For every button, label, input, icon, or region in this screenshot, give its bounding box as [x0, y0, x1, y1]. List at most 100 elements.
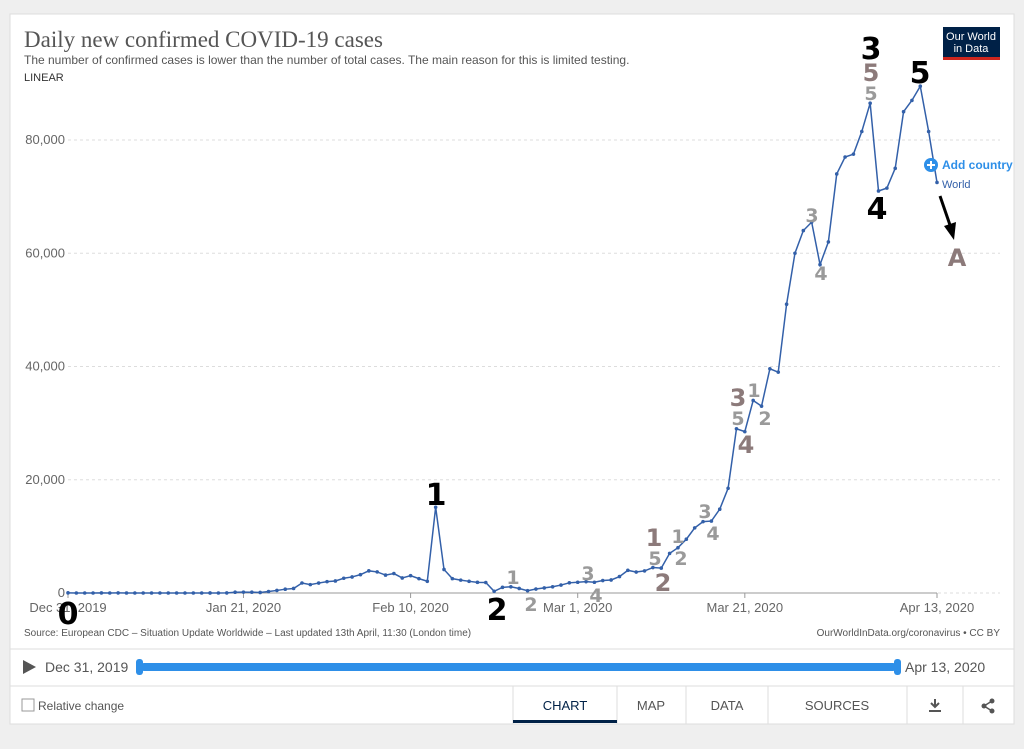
card [9, 13, 1015, 725]
annotation: 2 [758, 408, 771, 430]
data-point [275, 588, 279, 593]
data-point [901, 109, 906, 114]
data-point [433, 505, 438, 510]
annotation: 5 [910, 56, 931, 91]
y-tick-label: 60,000 [25, 245, 65, 260]
annotation: A [948, 244, 967, 272]
data-point [517, 586, 522, 591]
data-point [375, 570, 379, 574]
data-point [316, 581, 321, 585]
annotation: 5 [648, 548, 661, 570]
data-point [66, 591, 70, 595]
data-point [467, 579, 471, 584]
data-point [784, 302, 789, 307]
y-tick-label: 40,000 [25, 359, 65, 374]
plot-area: 0 20,000 40,000 60,000 80,000 Dec 31, 2019 Jan… [25, 84, 1000, 615]
data-point [400, 576, 405, 580]
add-country[interactable]: Add country [942, 158, 1013, 172]
tab[interactable]: SOURCES [805, 698, 870, 713]
share-icon[interactable] [981, 698, 995, 714]
data-point [224, 591, 229, 595]
data-point [166, 591, 171, 595]
data-point [158, 591, 162, 595]
annotation: 3 [730, 384, 747, 412]
annotation: 1 [671, 526, 684, 548]
data-point [91, 591, 95, 595]
arrow-head [944, 222, 956, 240]
annotation: 2 [655, 569, 672, 597]
annotation: 4 [867, 192, 888, 227]
subtitle: The number of confirmed cases is lower t… [24, 53, 629, 67]
checkbox[interactable] [21, 698, 35, 712]
annotation: 2 [487, 593, 508, 628]
data-point [325, 579, 329, 584]
data-point [525, 588, 530, 593]
data-point [350, 575, 354, 579]
data-point [717, 507, 722, 511]
timeline-bar[interactable] [140, 663, 897, 671]
tab[interactable]: CHART [543, 698, 588, 713]
data-point [408, 573, 413, 578]
data-point [174, 591, 179, 595]
scale-toggle[interactable]: LINEAR [24, 72, 64, 84]
x-tick-label: Jan 21, 2020 [206, 600, 281, 615]
data-point [734, 426, 739, 431]
data-point [834, 172, 839, 176]
data-point [392, 571, 396, 576]
data-point [283, 587, 288, 591]
annotation: 5 [863, 59, 880, 87]
data-point [918, 84, 923, 89]
data-point [826, 240, 831, 244]
data-point [475, 580, 480, 585]
annotation: 2 [674, 548, 687, 570]
data-point [559, 583, 563, 587]
data-point [651, 565, 655, 570]
annotation: 4 [589, 585, 602, 607]
data-point [183, 591, 187, 595]
data-point [492, 589, 496, 594]
data-point [442, 567, 446, 572]
data-point [893, 166, 898, 171]
data-point [199, 591, 204, 595]
annotation: 5 [864, 83, 877, 105]
data-point [609, 578, 613, 582]
x-tick-label: Dec 31, 2019 [29, 600, 106, 615]
data-point [776, 370, 781, 374]
data-point [868, 101, 872, 105]
data-point [726, 486, 730, 491]
annotation: 1 [747, 380, 760, 402]
x-tick-label: Apr 13, 2020 [900, 600, 974, 615]
data-point [709, 519, 714, 523]
data-point [550, 584, 555, 589]
data-point [149, 591, 154, 595]
data-point [584, 579, 588, 584]
data-point [291, 586, 296, 591]
data-point [250, 590, 254, 595]
data-point [876, 189, 881, 193]
annotations: 0 1 2 1 2 3 4 1 5 2 1 2 3 4 3 5 4 1 2 3 … [58, 32, 967, 632]
tab[interactable]: DATA [711, 698, 744, 713]
data-point [600, 578, 605, 583]
download-icon[interactable] [929, 699, 941, 712]
timeline-handle[interactable] [894, 659, 901, 675]
annotation: 4 [706, 523, 719, 545]
data-point [642, 569, 647, 573]
tab[interactable]: MAP [637, 698, 665, 713]
active-tab [513, 720, 617, 723]
data-point [843, 155, 847, 159]
annotation: 4 [738, 431, 755, 459]
data-point [935, 180, 939, 185]
y-tick-label: 20,000 [25, 472, 65, 487]
timeline-handle[interactable] [136, 659, 143, 675]
play-button[interactable] [23, 660, 36, 674]
annotation: 1 [506, 567, 519, 589]
data-point [341, 576, 346, 581]
annotation: 1 [646, 524, 663, 552]
relative-change[interactable]: Relative change [38, 699, 124, 713]
data-point [885, 186, 889, 190]
data-point [759, 404, 764, 408]
data-point [701, 519, 705, 524]
data-point [266, 589, 271, 594]
